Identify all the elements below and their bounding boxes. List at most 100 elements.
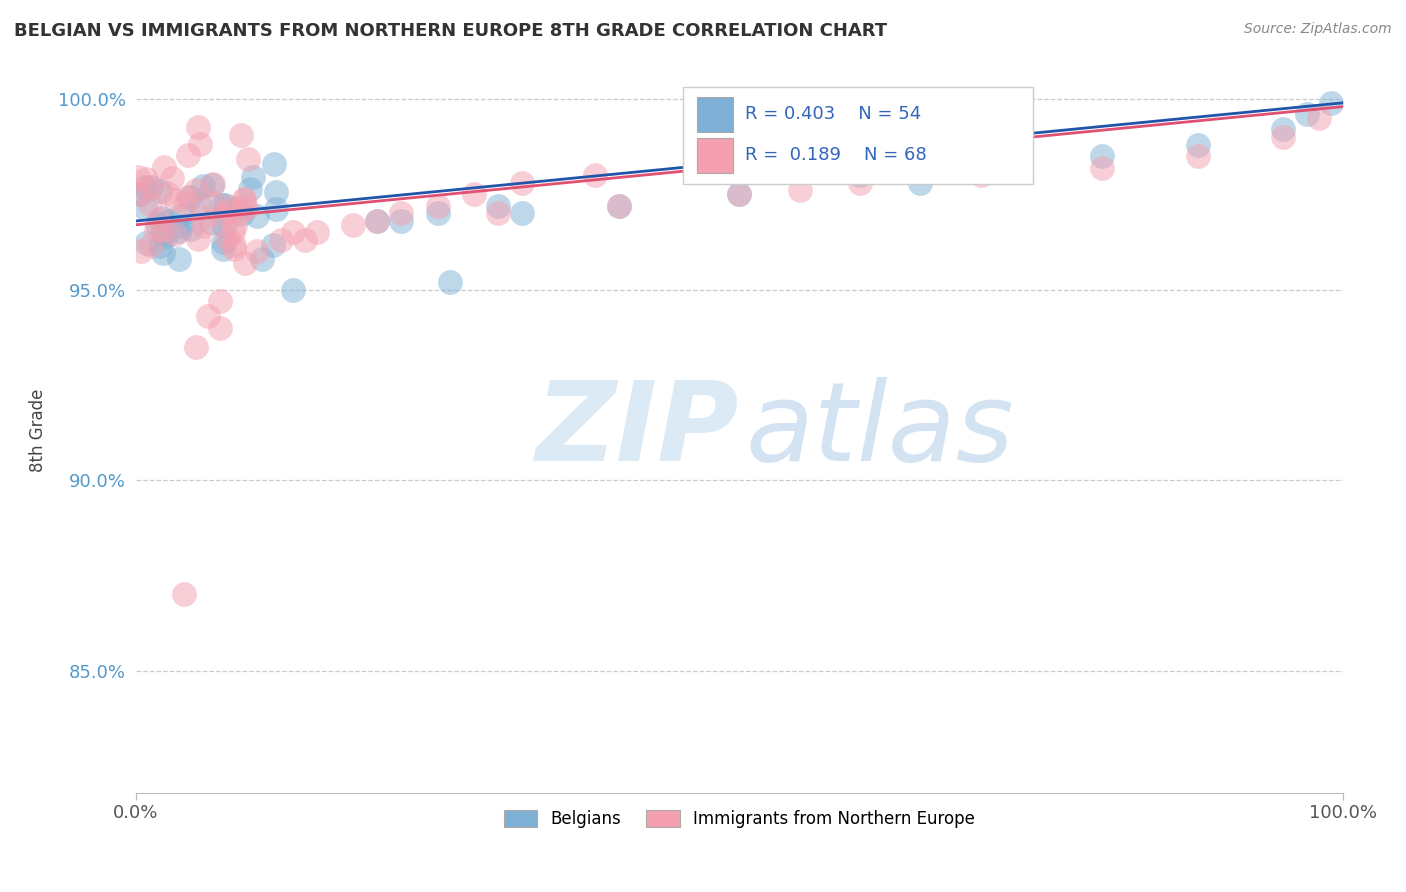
Point (193, 219, 215, 234)
Point (242, 170, 264, 185)
Point (1187, 149, 1209, 163)
Point (212, 242, 235, 256)
Point (583, 168, 606, 182)
FancyBboxPatch shape (697, 138, 734, 173)
Point (187, 120, 209, 134)
Point (127, 170, 149, 185)
Point (728, 187, 751, 202)
Point (463, 187, 485, 202)
Point (366, 214, 388, 228)
Point (486, 199, 509, 213)
Point (342, 218, 364, 232)
Text: atlas: atlas (745, 377, 1014, 484)
Point (510, 176, 533, 190)
Point (486, 206, 509, 220)
Point (294, 233, 316, 247)
Point (1090, 161, 1112, 175)
Point (155, 228, 177, 243)
Point (728, 187, 751, 202)
Text: ZIP: ZIP (536, 377, 740, 484)
Point (391, 214, 413, 228)
Point (281, 283, 304, 297)
Point (970, 168, 993, 182)
Point (263, 157, 285, 171)
Point (246, 244, 269, 259)
Point (129, 244, 152, 259)
Point (262, 238, 284, 252)
Point (222, 242, 245, 256)
Point (190, 211, 212, 225)
Point (153, 160, 176, 174)
Point (232, 192, 254, 206)
Point (228, 201, 250, 215)
Point (426, 206, 449, 220)
Point (201, 178, 224, 193)
Text: R = 0.403    N = 54: R = 0.403 N = 54 (745, 105, 922, 123)
Point (163, 193, 186, 207)
Point (366, 214, 388, 228)
Point (607, 199, 630, 213)
Point (134, 201, 156, 215)
Point (439, 275, 461, 289)
Point (224, 219, 246, 233)
Point (150, 211, 173, 226)
Point (152, 245, 174, 260)
Point (239, 181, 262, 195)
Point (146, 217, 169, 231)
Point (217, 205, 239, 219)
Point (156, 214, 179, 228)
Point (197, 310, 219, 324)
Point (148, 239, 170, 253)
FancyBboxPatch shape (697, 96, 734, 131)
Point (222, 237, 245, 252)
Point (153, 223, 176, 237)
Point (173, 587, 195, 601)
Point (141, 238, 163, 252)
Point (214, 219, 236, 234)
Point (167, 252, 190, 266)
Point (148, 185, 170, 199)
Point (135, 172, 157, 186)
Point (135, 235, 157, 250)
Point (177, 189, 200, 203)
Point (170, 219, 193, 233)
Point (270, 233, 292, 247)
Point (1295, 107, 1317, 121)
Point (186, 340, 208, 354)
Point (426, 199, 449, 213)
Point (201, 177, 224, 191)
Text: R =  0.189    N = 68: R = 0.189 N = 68 (745, 146, 927, 164)
Point (139, 179, 162, 194)
Point (188, 137, 211, 152)
Point (849, 168, 872, 182)
Point (211, 208, 233, 222)
Point (214, 197, 236, 211)
Point (789, 184, 811, 198)
Point (233, 193, 256, 207)
Point (1187, 137, 1209, 152)
Point (246, 210, 269, 224)
Point (187, 232, 209, 246)
Point (281, 226, 304, 240)
Point (849, 176, 872, 190)
Point (156, 186, 179, 200)
Point (179, 190, 201, 204)
Point (266, 202, 288, 216)
Point (180, 222, 202, 236)
Point (209, 320, 232, 334)
Point (1308, 111, 1330, 125)
Point (1271, 130, 1294, 145)
Point (165, 227, 187, 242)
Point (200, 214, 222, 228)
Point (174, 196, 197, 211)
Point (209, 293, 232, 308)
Point (233, 256, 256, 270)
Point (184, 183, 207, 197)
Point (231, 128, 253, 142)
Point (607, 199, 630, 213)
Point (132, 180, 155, 194)
Point (231, 207, 253, 221)
Legend: Belgians, Immigrants from Northern Europe: Belgians, Immigrants from Northern Europ… (498, 804, 981, 835)
Point (391, 206, 413, 220)
Point (229, 204, 252, 219)
